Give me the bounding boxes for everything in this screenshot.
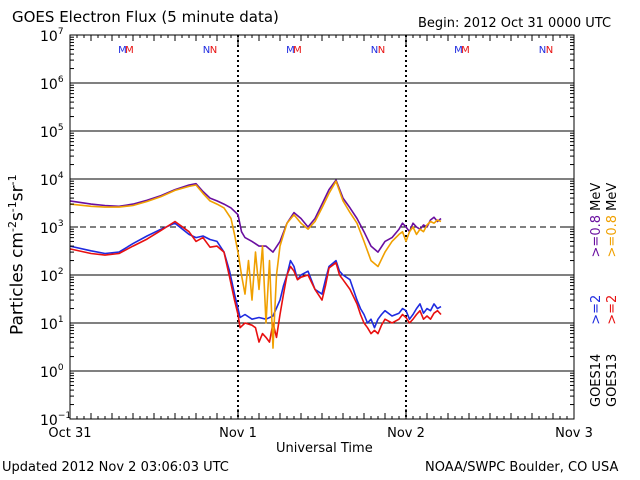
credit-text: NOAA/SWPC Boulder, CO USA: [425, 460, 619, 475]
y-tick-label: 103: [40, 219, 64, 237]
mn-marker: N: [210, 45, 217, 56]
mn-marker: N: [546, 45, 553, 56]
mn-marker: M: [461, 45, 470, 56]
x-tick-label: Oct 31: [48, 426, 91, 441]
mn-marker: M: [293, 45, 302, 56]
mn-marker: M: [454, 45, 463, 56]
mn-marker: M: [118, 45, 127, 56]
legend-goes13-label: GOES13: [605, 353, 620, 407]
mn-marker: N: [371, 45, 378, 56]
legend-goes13-2mev: >=2: [605, 294, 620, 325]
plot-frame: [69, 34, 575, 420]
legend-unit-2: MeV: [605, 182, 620, 211]
y-tick-label: 10−1: [40, 411, 71, 429]
y-axis-label: Particles cm-2s-1sr-1: [6, 174, 28, 335]
mn-marker: N: [203, 45, 210, 56]
y-tick-label: 106: [40, 75, 64, 93]
series-line-0: [69, 222, 442, 329]
series-line-1: [69, 220, 442, 343]
x-tick-label: Nov 3: [555, 426, 593, 441]
mn-marker: M: [125, 45, 134, 56]
x-axis-label: Universal Time: [276, 441, 373, 456]
updated-timestamp: Updated 2012 Nov 2 03:06:03 UTC: [2, 460, 229, 475]
mn-marker-layer: MM N N MM N N MM N N: [118, 45, 553, 56]
legend-goes14: GOES14 >=2 >=0.8 MeV: [589, 183, 604, 407]
legend-goes13: GOES13 >=2 >=0.8 MeV: [605, 183, 620, 407]
mn-marker: N: [378, 45, 385, 56]
legend-goes13-08mev: >=0.8: [605, 215, 620, 258]
legend-goes14-label: GOES14: [589, 353, 604, 407]
series-layer: [69, 179, 442, 349]
grid-layer: [70, 35, 574, 419]
x-tick-label: Nov 2: [387, 426, 425, 441]
series-line-2: [69, 179, 442, 253]
begin-time: Begin: 2012 Oct 31 0000 UTC: [418, 16, 612, 31]
mn-marker: M: [286, 45, 295, 56]
y-tick-label: 100: [40, 363, 64, 381]
legend-unit: MeV: [589, 182, 604, 211]
legend-goes14-08mev: >=0.8: [589, 215, 604, 258]
y-tick-label: 104: [40, 171, 64, 189]
mn-marker: N: [539, 45, 546, 56]
chart-title: GOES Electron Flux (5 minute data): [12, 8, 279, 26]
legend-goes14-2mev: >=2: [589, 294, 604, 325]
x-tick-label: Nov 1: [219, 426, 257, 441]
y-axis-label-base: Particles cm: [7, 232, 28, 335]
y-tick-label: 105: [40, 123, 64, 141]
series-line-3: [69, 180, 442, 349]
y-tick-label: 102: [40, 267, 64, 285]
y-tick-label: 101: [40, 315, 64, 333]
y-tick-label: 107: [40, 27, 64, 45]
